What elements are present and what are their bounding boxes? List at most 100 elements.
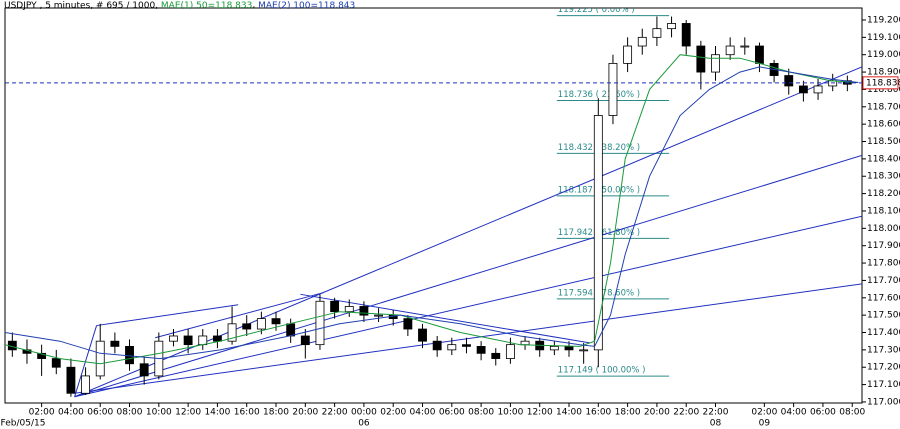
y-tick-label: 119.100 [867, 33, 900, 43]
x-tick-label: 22:00 [703, 408, 729, 418]
date-label: 09 [759, 419, 771, 429]
plot-frame [4, 7, 863, 404]
date-label: 08 [710, 419, 722, 429]
y-tick-label: 118.400 [867, 154, 900, 164]
candle-body [476, 345, 486, 354]
plot-area: 119.225 ( 0.00% )118.736 ( 23.60% )118.4… [5, 5, 862, 398]
candle-body [418, 328, 427, 342]
y-tick-label: 118.800 [867, 85, 900, 95]
x-tick-label: 04:00 [410, 408, 436, 418]
x-tick-label: 18:00 [263, 408, 289, 418]
candle-body [608, 62, 618, 116]
chart-title: USDJPY , 5 minutes, # 695 / 1000, MAE(1)… [4, 1, 355, 11]
candle-body [755, 45, 764, 64]
x-tick-label: 20:00 [644, 408, 670, 418]
trend-line [74, 325, 98, 397]
x-tick-label: 08:00 [839, 408, 865, 418]
candle-body [256, 318, 266, 330]
x-tick-label: 22:00 [673, 408, 699, 418]
candle-body [227, 323, 237, 342]
legend-entry: MAE(2) 100=118.843 [258, 1, 355, 11]
trend-line [300, 293, 590, 344]
candle-body [564, 345, 574, 351]
candle-body [359, 306, 369, 316]
candle-body [125, 345, 134, 365]
candle-body [491, 352, 501, 359]
y-tick-label: 118.300 [867, 172, 900, 182]
candle-body [432, 340, 442, 351]
candle-body [66, 366, 76, 394]
y-tick-label: 117.000 [867, 397, 900, 407]
candle-body [300, 335, 310, 346]
x-tick-label: 20:00 [292, 408, 318, 418]
candle-body [681, 23, 691, 47]
candle-body [623, 45, 633, 64]
x-tick-label: 06:00 [87, 408, 113, 418]
y-tick-label: 119.000 [867, 50, 900, 60]
candle-body [37, 352, 47, 359]
fib-label: 117.149 ( 100.00% ) [558, 366, 646, 376]
candle-body [579, 349, 589, 352]
x-tick-label: 02:00 [29, 408, 55, 418]
legend-entry: MAE(1) 50=118.833 [161, 1, 252, 11]
candle-body [374, 314, 383, 317]
trend-line [74, 283, 862, 394]
candle-body [286, 323, 296, 337]
y-tick-label: 118.900 [867, 68, 900, 78]
y-tick-label: 119.200 [867, 15, 900, 25]
trend-line [155, 292, 324, 339]
trend-line [96, 304, 239, 327]
y-tick-label: 117.400 [867, 328, 900, 338]
y-tick-label: 117.300 [867, 345, 900, 355]
x-tick-label: 10:00 [497, 408, 523, 418]
x-tick-label: 12:00 [175, 408, 201, 418]
candle-body [637, 36, 647, 47]
x-tick-label: 02:00 [380, 408, 406, 418]
y-tick-label: 118.200 [867, 189, 900, 199]
y-tick-label: 117.200 [867, 363, 900, 373]
x-tick-label: 08:00 [117, 408, 143, 418]
candle-body [696, 45, 706, 73]
x-tick-label: 02:00 [751, 408, 777, 418]
fib-label: 119.225 ( 0.00% ) [558, 5, 635, 15]
candle-body [711, 54, 720, 73]
candle-body [198, 335, 208, 346]
x-tick-label: 06:00 [439, 408, 465, 418]
candle-body [330, 300, 340, 313]
candle-body [725, 45, 735, 56]
candle-body [784, 75, 794, 87]
x-tick-label: 16:00 [234, 408, 260, 418]
x-tick-label: 04:00 [58, 408, 84, 418]
candle-body [549, 345, 559, 351]
y-tick-label: 117.800 [867, 259, 900, 269]
candle-body [212, 335, 222, 342]
x-tick-label: 12:00 [527, 408, 553, 418]
trend-line [74, 215, 862, 398]
x-tick-label: 16:00 [585, 408, 611, 418]
date-label: Feb/05/15 [1, 419, 46, 429]
y-tick-label: 118.600 [867, 120, 900, 130]
x-tick-label: 22:00 [322, 408, 348, 418]
candle-body [652, 28, 662, 38]
x-tick-label: 00:00 [351, 408, 377, 418]
candle-body [95, 340, 105, 377]
candle-body [271, 318, 281, 325]
x-tick-label: 06:00 [810, 408, 836, 418]
candle-body [169, 335, 178, 342]
title-text: USDJPY , 5 minutes, # 695 / 1000, [4, 1, 158, 11]
candle-body [242, 323, 252, 330]
x-tick-label: 04:00 [781, 408, 807, 418]
y-tick-label: 117.100 [867, 380, 900, 390]
x-tick-label: 14:00 [204, 408, 230, 418]
candle-body [403, 318, 413, 330]
candle-body [740, 45, 750, 48]
candle-body [110, 340, 120, 347]
x-tick-label: 08:00 [468, 408, 494, 418]
y-tick-label: 118.100 [867, 206, 900, 216]
x-tick-label: 18:00 [615, 408, 641, 418]
y-tick-label: 117.700 [867, 276, 900, 286]
current-price-label: 118.838 [866, 78, 900, 88]
candle-body [344, 306, 354, 313]
